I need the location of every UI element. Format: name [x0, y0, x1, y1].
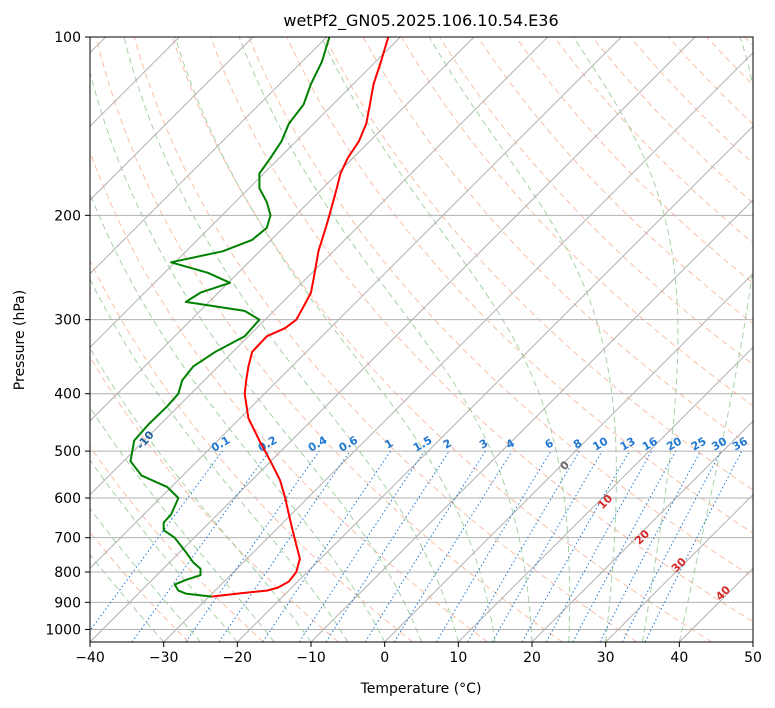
- y-tick-label: 300: [54, 313, 81, 329]
- x-tick-label: 0: [380, 650, 389, 666]
- isotherm-line: [163, 51, 753, 642]
- moist-adiabat-line: [90, 70, 422, 642]
- moist-adiabats: [90, 37, 753, 642]
- y-tick-label: 700: [54, 531, 81, 547]
- moist-adiabat-line: [90, 406, 275, 642]
- x-tick-label: 10: [449, 650, 467, 666]
- x-tick-label: −30: [149, 650, 179, 666]
- dry-adiabats: [90, 37, 753, 642]
- x-tick-label: 30: [597, 650, 615, 666]
- isotherm-line: [236, 125, 753, 642]
- isotherm-line: [605, 493, 753, 642]
- isotherm-line: [90, 37, 549, 496]
- moist-adiabat-line: [90, 192, 386, 642]
- mixing-ratio-line: [185, 450, 320, 642]
- moist-adiabat-line: [320, 37, 571, 642]
- isotherm-line: [531, 420, 753, 642]
- x-tick-label: 20: [523, 650, 541, 666]
- mixing-ratio-line: [218, 450, 351, 642]
- y-tick-label: 900: [54, 595, 81, 611]
- x-tick-label: −10: [296, 650, 326, 666]
- y-tick-label: 400: [54, 387, 81, 403]
- moist-adiabat-line: [428, 37, 617, 642]
- y-tick-label: 200: [54, 208, 81, 224]
- dry-adiabat-line: [515, 37, 753, 284]
- mixing-ratio-line: [393, 450, 513, 642]
- dry-adiabat-line: [171, 37, 712, 642]
- dry-adiabat-line: [90, 259, 414, 642]
- axes: −40 −30 −20 −10 0 10 20 30 40 50 100 200 300 400 500 60…: [45, 30, 762, 666]
- isotherm-line: [90, 37, 696, 642]
- isotherm-line: [90, 37, 475, 422]
- y-axis-label: Pressure (hPa): [12, 290, 28, 390]
- dry-adiabat-line: [90, 356, 339, 642]
- mixing-ratio-line: [325, 450, 450, 642]
- mixing-ratio-line: [131, 450, 270, 642]
- isotherm-line: [457, 346, 753, 642]
- x-axis-label: Temperature (°C): [360, 681, 482, 697]
- isotherm-line: [90, 37, 254, 201]
- mixing-ratio-line: [545, 450, 653, 642]
- pressure-gridlines: [90, 37, 753, 630]
- isotherms: [90, 37, 753, 642]
- mixing-ratio-line: [572, 450, 677, 642]
- plot-area: 0.10.20.40.611.52346810131620253036-100-…: [90, 37, 753, 642]
- isotherm-line: [384, 272, 753, 642]
- plot-frame: [89, 36, 754, 643]
- dewpoint-profile-line: [129, 37, 331, 598]
- mixing-ratio-line: [90, 450, 223, 632]
- moist-adiabat-line: [90, 507, 201, 642]
- isotherm-line: [90, 37, 328, 275]
- y-tick-label: 500: [54, 444, 81, 460]
- isotherm-line: [90, 37, 622, 570]
- chart-title: wetPf2_GN05.2025.106.10.54.E36: [283, 11, 558, 31]
- dry-adiabat-line: [95, 37, 563, 642]
- mixing-ratio-line: [644, 450, 743, 642]
- dry-adiabat-line: [286, 37, 753, 534]
- y-tick-label: 600: [54, 491, 81, 507]
- x-tick-label: −20: [223, 650, 253, 666]
- dry-adiabat-line: [248, 37, 753, 578]
- profiles: [129, 37, 390, 598]
- isotherm-line: [310, 199, 753, 642]
- moist-adiabat-line: [90, 278, 349, 642]
- mixing-ratio-line: [521, 450, 630, 642]
- moist-adiabat-line: [678, 37, 753, 642]
- moist-adiabat-line: [238, 37, 533, 642]
- moist-adiabat-line: [572, 37, 679, 642]
- moist-adiabat-line: [123, 37, 459, 642]
- mixing-ratio-line: [262, 450, 392, 642]
- y-tick-label: 1000: [45, 622, 81, 638]
- moist-adiabat-line: [174, 37, 496, 642]
- x-tick-label: 50: [744, 650, 762, 666]
- moist-adiabat-line: [90, 459, 238, 642]
- dry-adiabat-line: [133, 37, 638, 642]
- dry-adiabat-line: [324, 37, 753, 491]
- y-tick-label: 800: [54, 565, 81, 581]
- moist-adiabat-line: [90, 553, 165, 642]
- isotherm-line: [90, 37, 401, 349]
- x-tick-label: 40: [670, 650, 688, 666]
- dry-adiabat-line: [90, 445, 264, 642]
- temperature-profile-line: [211, 37, 390, 598]
- dry-adiabat-line: [210, 37, 753, 623]
- mixing-ratio-line: [298, 450, 425, 642]
- mixing-ratio-lines: [90, 450, 743, 642]
- y-tick-label: 100: [54, 30, 81, 46]
- x-tick-label: −40: [75, 650, 105, 666]
